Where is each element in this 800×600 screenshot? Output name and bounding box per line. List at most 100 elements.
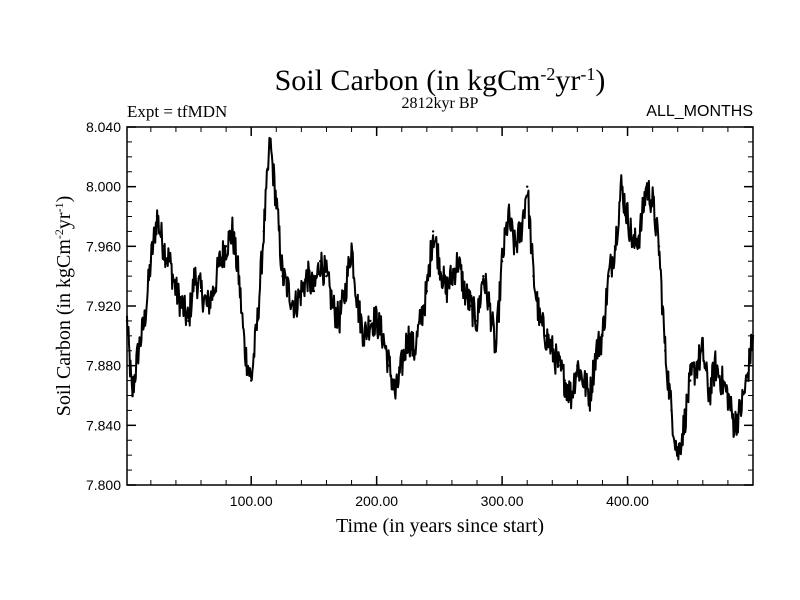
data-point — [218, 260, 222, 263]
data-point — [463, 289, 466, 293]
data-point — [312, 289, 316, 293]
data-point — [375, 319, 378, 323]
data-point — [638, 230, 642, 233]
data-point — [212, 289, 215, 293]
data-point — [500, 260, 504, 263]
data-point — [281, 274, 284, 278]
ylabel-mid: yr — [53, 212, 75, 229]
data-point — [613, 245, 617, 248]
data-point — [645, 185, 648, 188]
x-tick-label: 200.00 — [355, 493, 398, 509]
data-point — [125, 319, 129, 323]
data-point — [413, 349, 416, 352]
data-point — [663, 349, 667, 352]
title-main: Soil Carbon (in kgCm — [275, 64, 541, 97]
data-point — [494, 349, 498, 352]
x-axis-label: Time (in years since start) — [336, 515, 544, 537]
data-point — [714, 364, 717, 367]
data-point — [356, 304, 360, 308]
data-point — [732, 424, 736, 427]
ylabel-sup2: -1 — [52, 202, 66, 212]
data-point — [180, 304, 184, 308]
data-point — [325, 274, 328, 278]
chart-title: Soil Carbon (in kgCm-2yr-1) — [275, 64, 606, 97]
data-point — [249, 379, 253, 382]
data-point — [143, 319, 146, 323]
data-point — [337, 319, 341, 323]
data-point — [726, 394, 730, 397]
data-point — [525, 185, 529, 188]
data-point — [318, 260, 322, 263]
data-point — [206, 304, 209, 308]
subtitle-right: ALL_MONTHS — [646, 103, 753, 120]
y-tick-label: 7.960 — [86, 238, 121, 254]
data-point — [262, 230, 265, 233]
data-point — [137, 349, 140, 352]
data-point — [626, 215, 629, 218]
data-point — [482, 274, 485, 278]
data-point — [287, 289, 291, 293]
y-tick-label: 7.800 — [86, 477, 121, 493]
data-point — [394, 394, 397, 397]
data-point — [193, 274, 196, 278]
subtitle-center: 2812kyr BP — [402, 95, 479, 112]
ylabel-sup1: -2 — [52, 229, 66, 239]
y-tick-label: 7.880 — [86, 358, 121, 374]
data-point — [475, 319, 479, 323]
data-point — [670, 409, 673, 412]
data-point — [532, 274, 535, 278]
data-point — [431, 230, 435, 233]
subtitle-left: Expt = tfMDN — [127, 102, 227, 121]
data-point — [243, 349, 247, 352]
data-point — [381, 334, 385, 338]
y-tick-label: 7.920 — [86, 298, 121, 314]
plot-frame — [126, 126, 754, 486]
data-point — [594, 349, 598, 352]
data-point — [187, 319, 190, 323]
data-point — [557, 364, 560, 367]
data-point — [469, 304, 472, 308]
title-end: ) — [595, 64, 605, 97]
data-point — [563, 379, 567, 382]
data-point — [369, 319, 372, 323]
data-point — [507, 215, 510, 218]
data-point — [682, 424, 686, 427]
y-tick-label: 8.040 — [86, 119, 121, 135]
data-point — [720, 379, 723, 382]
data-point — [544, 334, 548, 338]
x-tick-label: 400.00 — [606, 493, 649, 509]
data-point — [438, 260, 441, 263]
data-point — [275, 200, 278, 203]
title-mid: yr — [555, 64, 580, 97]
data-point — [168, 260, 171, 263]
x-axis-ticks: 100.00 200.00 300.00 400.00 — [150, 127, 729, 509]
data-point — [444, 289, 447, 293]
data-point — [224, 245, 228, 248]
data-point — [620, 185, 623, 188]
y-axis-ticks: 7.800 7.840 7.880 7.920 7.960 8.000 8.040 — [86, 119, 753, 493]
data-point — [601, 334, 604, 338]
data-point — [651, 200, 654, 203]
data-point — [695, 364, 698, 367]
data-point — [707, 394, 711, 397]
ylabel-main: Soil Carbon (in kgCm — [53, 239, 75, 417]
data-point — [344, 289, 347, 293]
ylabel-end: ) — [53, 196, 75, 203]
x-tick-label: 100.00 — [230, 493, 273, 509]
data-point — [174, 289, 178, 293]
title-sup1: -2 — [540, 64, 555, 84]
data-point — [406, 334, 410, 338]
data-point — [701, 349, 705, 352]
data-point — [632, 245, 636, 248]
data-point — [607, 274, 610, 278]
data-point — [199, 289, 203, 293]
series-layer — [125, 136, 755, 461]
x-tick-label: 300.00 — [481, 493, 524, 509]
y-axis-label: Soil Carbon (in kgCm-2yr-1) — [52, 196, 75, 417]
data-point — [689, 379, 692, 382]
data-point — [362, 334, 366, 338]
data-point — [538, 319, 541, 323]
data-point — [231, 230, 234, 233]
data-point — [155, 215, 159, 218]
